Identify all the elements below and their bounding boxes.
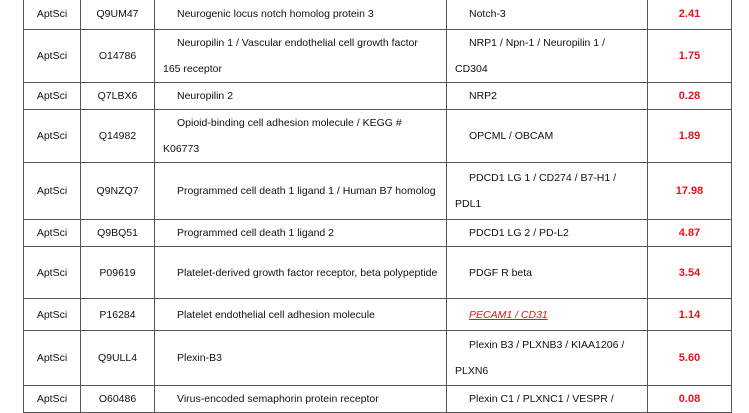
value-cell: 17.98	[647, 162, 732, 220]
value-cell: 1.14	[647, 298, 732, 331]
value-cell: 2.41	[647, 0, 732, 30]
uniprot-id-cell: Q14982	[80, 109, 155, 163]
source-cell: AptSci	[23, 385, 81, 413]
table-row: AptSci Q9BQ51 Programmed cell death 1 liga…	[23, 219, 732, 247]
gene-link[interactable]: PECAM1 / CD31	[469, 308, 548, 321]
gene-cell: Notch-3	[446, 0, 648, 30]
table-row: AptSci P16284 Platelet endothelial cell ad…	[23, 298, 732, 331]
gene-cell: OPCML / OBCAM	[446, 109, 648, 163]
table-row: AptSci O14786 Neuropilin 1 / Vascular endo…	[23, 29, 732, 83]
value-cell: 1.75	[647, 29, 732, 83]
gene-cell: PECAM1 / CD31	[446, 298, 648, 331]
source-cell: AptSci	[23, 219, 81, 247]
table-row: AptSci O60486 Virus-encoded semaphorin pro…	[23, 385, 732, 413]
uniprot-id-cell: P09619	[80, 246, 155, 299]
protein-name-cell: Programmed cell death 1 ligand 2	[154, 219, 447, 247]
gene-cell: PDGF R beta	[446, 246, 648, 299]
protein-name-cell: Platelet endothelial cell adhesion molec…	[154, 298, 447, 331]
source-cell: AptSci	[23, 246, 81, 299]
gene-cell: NRP2	[446, 82, 648, 110]
uniprot-id-cell: Q9ULL4	[80, 330, 155, 386]
source-cell: AptSci	[23, 162, 81, 220]
gene-cell: NRP1 / Npn-1 / Neuropilin 1 / CD304	[446, 29, 648, 83]
protein-name-cell: Neuropilin 2	[154, 82, 447, 110]
source-cell: AptSci	[23, 29, 81, 83]
uniprot-id-cell: O14786	[80, 29, 155, 83]
value-cell: 1.89	[647, 109, 732, 163]
value-cell: 3.54	[647, 246, 732, 299]
uniprot-id-cell: P16284	[80, 298, 155, 331]
protein-name-cell: Plexin-B3	[154, 330, 447, 386]
table-row: AptSci Q9ULL4 Plexin-B3 Plexin B3 / PLXNB3 …	[23, 330, 732, 386]
protein-name-cell: Neurogenic locus notch homolog protein 3	[154, 0, 447, 30]
uniprot-id-cell: Q9NZQ7	[80, 162, 155, 220]
protein-table: AptSci Q9UM47 Neurogenic locus notch homol…	[23, 0, 732, 413]
source-cell: AptSci	[23, 109, 81, 163]
gene-cell: PDCD1 LG 1 / CD274 / B7-H1 / PDL1	[446, 162, 648, 220]
value-cell: 0.08	[647, 385, 732, 413]
uniprot-id-cell: Q7LBX6	[80, 82, 155, 110]
protein-name-cell: Platelet-derived growth factor receptor,…	[154, 246, 447, 299]
value-cell: 5.60	[647, 330, 732, 386]
table-row: AptSci Q9NZQ7 Programmed cell death 1 liga…	[23, 162, 732, 220]
table-row: AptSci Q14982 Opioid-binding cell adhesion…	[23, 109, 732, 163]
uniprot-id-cell: Q9UM47	[80, 0, 155, 30]
protein-name-cell: Programmed cell death 1 ligand 1 / Human…	[154, 162, 447, 220]
table-row: AptSci Q9UM47 Neurogenic locus notch homol…	[23, 0, 732, 30]
uniprot-id-cell: Q9BQ51	[80, 219, 155, 247]
protein-name-cell: Opioid-binding cell adhesion molecule / …	[154, 109, 447, 163]
source-cell: AptSci	[23, 330, 81, 386]
protein-name-cell: Virus-encoded semaphorin protein recepto…	[154, 385, 447, 413]
uniprot-id-cell: O60486	[80, 385, 155, 413]
gene-cell: Plexin B3 / PLXNB3 / KIAA1206 / PLXN6	[446, 330, 648, 386]
table-row: AptSci P09619 Platelet-derived growth fact…	[23, 246, 732, 299]
source-cell: AptSci	[23, 82, 81, 110]
value-cell: 4.87	[647, 219, 732, 247]
source-cell: AptSci	[23, 0, 81, 30]
gene-cell: PDCD1 LG 2 / PD-L2	[446, 219, 648, 247]
gene-cell: Plexin C1 / PLXNC1 / VESPR /	[446, 385, 648, 413]
value-cell: 0.28	[647, 82, 732, 110]
table-row: AptSci Q7LBX6 Neuropilin 2 NRP2 0.28	[23, 82, 732, 110]
protein-name-cell: Neuropilin 1 / Vascular endothelial cell…	[154, 29, 447, 83]
source-cell: AptSci	[23, 298, 81, 331]
